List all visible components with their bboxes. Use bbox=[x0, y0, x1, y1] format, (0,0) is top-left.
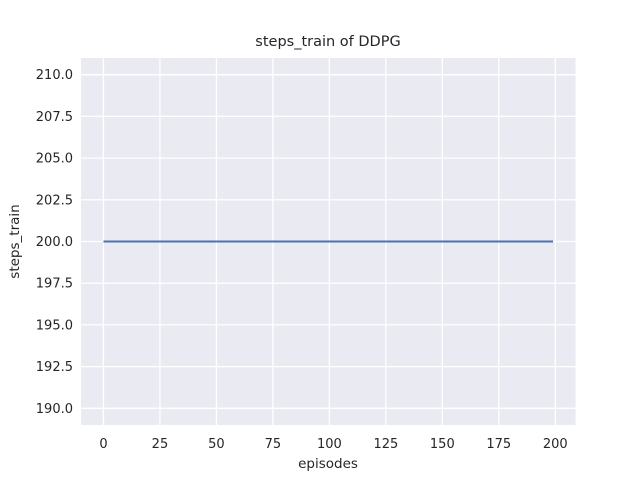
y-tick-label: 207.5 bbox=[36, 110, 73, 125]
x-tick-label: 100 bbox=[317, 437, 342, 452]
y-tick-label: 205.0 bbox=[36, 152, 73, 167]
y-tick-label: 195.0 bbox=[36, 318, 73, 333]
x-tick-label: 200 bbox=[543, 437, 568, 452]
y-axis-label: steps_train bbox=[7, 204, 23, 278]
x-tick-label: 150 bbox=[430, 437, 455, 452]
y-tick-label: 202.5 bbox=[36, 193, 73, 208]
x-tick-label: 75 bbox=[265, 437, 282, 452]
x-tick-label: 175 bbox=[486, 437, 511, 452]
x-axis-label: episodes bbox=[298, 456, 358, 472]
y-tick-label: 210.0 bbox=[36, 68, 73, 83]
x-tick-labels: 0 25 50 75 100 125 150 175 200 bbox=[99, 437, 567, 452]
chart-title: steps_train of DDPG bbox=[255, 34, 400, 50]
x-tick-label: 50 bbox=[208, 437, 225, 452]
x-tick-label: 125 bbox=[373, 437, 398, 452]
y-tick-label: 197.5 bbox=[36, 277, 73, 292]
x-tick-label: 25 bbox=[152, 437, 169, 452]
y-tick-label: 190.0 bbox=[36, 402, 73, 417]
y-tick-label: 192.5 bbox=[36, 360, 73, 375]
x-tick-label: 0 bbox=[99, 437, 107, 452]
y-tick-label: 200.0 bbox=[36, 235, 73, 250]
y-tick-labels: 190.0 192.5 195.0 197.5 200.0 202.5 205.0 207.5… bbox=[36, 68, 73, 417]
